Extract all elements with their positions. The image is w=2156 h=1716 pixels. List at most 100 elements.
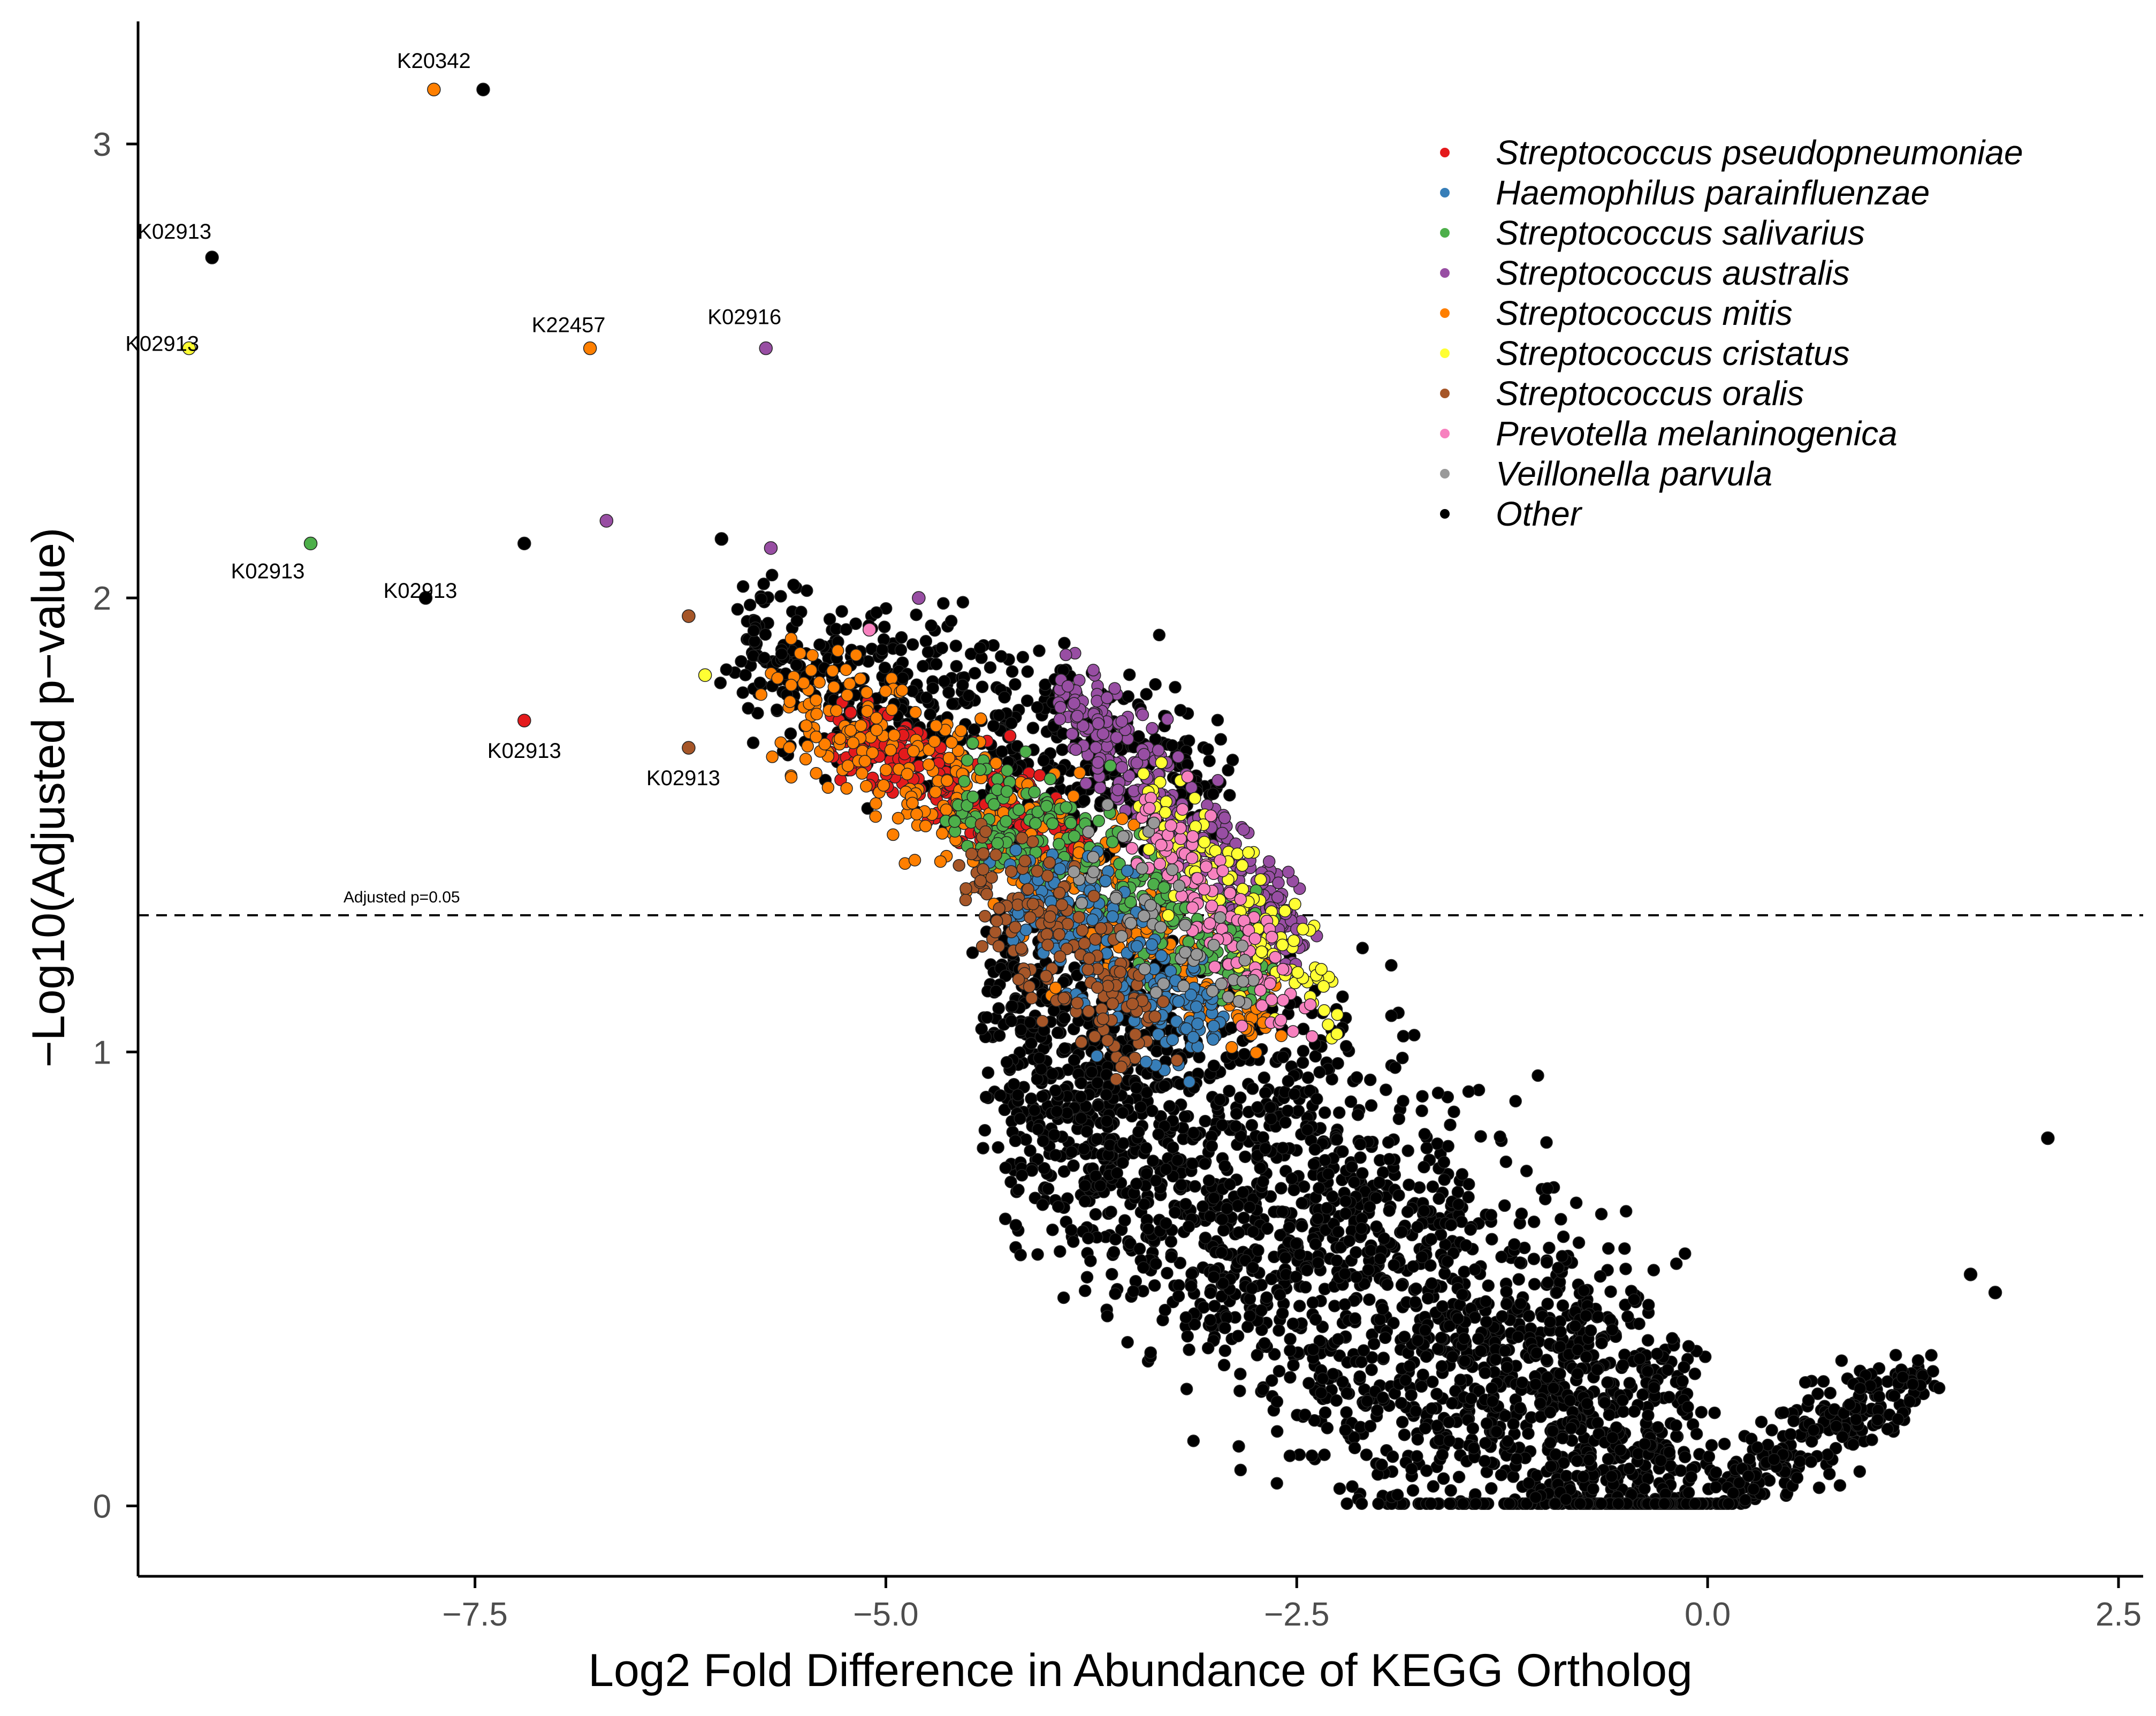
data-point: [1147, 1155, 1160, 1167]
data-point: [1037, 1134, 1050, 1148]
data-point: [1346, 1480, 1359, 1493]
data-point: [1456, 1288, 1469, 1301]
data-point: [1110, 1073, 1123, 1086]
data-point: [1385, 1009, 1398, 1022]
data-point: [1392, 1189, 1405, 1202]
data-point: [1292, 1104, 1305, 1118]
data-point: [1405, 1388, 1418, 1402]
data-point: [956, 596, 970, 609]
data-point: [1512, 1273, 1525, 1286]
data-point: [1339, 1424, 1352, 1437]
data-point: [1301, 1071, 1315, 1084]
data-point: [1127, 1285, 1140, 1298]
data-point: [1604, 1285, 1617, 1298]
data-point: [1568, 1319, 1582, 1333]
data-point: [806, 649, 819, 662]
data-point: [1099, 875, 1112, 887]
data-point: [1025, 1037, 1038, 1050]
data-point: [1410, 1404, 1422, 1418]
data-point: [801, 740, 814, 753]
data-point: [1203, 1210, 1217, 1223]
data-point: [1595, 1497, 1608, 1510]
data-point: [1553, 1367, 1566, 1380]
data-point: [1276, 1142, 1290, 1155]
data-point: [1009, 1134, 1022, 1148]
data-point: [1028, 786, 1041, 799]
data-point: [1436, 1300, 1449, 1313]
data-point: [1363, 1200, 1376, 1213]
data-point: [1169, 1206, 1182, 1219]
data-point: [1028, 1104, 1041, 1117]
data-point: [1565, 1422, 1578, 1435]
data-point: [1574, 1497, 1587, 1510]
data-point: [1529, 1491, 1542, 1504]
data-point: [1336, 1376, 1349, 1388]
data-point: [771, 703, 783, 716]
data-point: [1540, 1136, 1553, 1149]
data-point: [1130, 940, 1144, 953]
data-point: [1605, 1470, 1618, 1483]
data-point: [1245, 1282, 1259, 1295]
data-point: [1213, 1093, 1226, 1106]
data-point: [1237, 823, 1250, 836]
data-point: [1216, 1213, 1229, 1226]
data-point: [1236, 1186, 1250, 1199]
data-point: [1316, 1372, 1329, 1385]
data-point: [1182, 1220, 1195, 1233]
data-point: [998, 690, 1011, 704]
data-point: [1079, 777, 1093, 790]
data-point: [1621, 1310, 1634, 1323]
data-point: [1541, 1276, 1555, 1289]
data-point: [1116, 812, 1129, 825]
data-point: [1528, 1278, 1541, 1291]
data-point: [844, 706, 857, 719]
data-point: [1603, 1408, 1616, 1421]
data-point: [1824, 1386, 1837, 1400]
data-point: [1474, 1345, 1487, 1358]
data-point: [1165, 739, 1179, 752]
data-point: [1606, 1323, 1619, 1337]
data-point: [884, 743, 897, 757]
data-point: [1172, 1279, 1185, 1292]
data-point: [1091, 1050, 1103, 1062]
data-point: [1633, 1352, 1646, 1365]
data-point: [1398, 1330, 1411, 1343]
data-point: [973, 641, 987, 655]
data-point: [1094, 1179, 1107, 1193]
data-point: [1871, 1414, 1884, 1426]
data-point: [1065, 1224, 1078, 1236]
data-point: [1193, 1051, 1206, 1064]
data-point: [784, 632, 798, 645]
data-point: [1647, 1264, 1660, 1277]
data-point: [1896, 1371, 1909, 1384]
data-point: [1906, 1378, 1919, 1391]
data-point: [1823, 1468, 1836, 1480]
data-point: [1293, 1300, 1306, 1312]
data-point: [1340, 1497, 1353, 1510]
data-point: [1172, 1289, 1185, 1303]
data-point: [919, 819, 932, 833]
data-point: [1260, 1291, 1273, 1304]
data-point: [1636, 1388, 1649, 1401]
data-point: [1514, 1297, 1527, 1310]
data-point: [1037, 754, 1050, 767]
data-point: [1223, 788, 1236, 802]
data-point: [967, 723, 981, 736]
data-point: [1009, 678, 1022, 691]
data-point: [854, 672, 867, 686]
data-point: [1462, 1178, 1475, 1191]
data-point: [1420, 1464, 1433, 1477]
data-point: [979, 1090, 993, 1104]
data-point: [966, 946, 979, 959]
data-point: [1064, 817, 1077, 830]
data-point: [1272, 876, 1285, 890]
data-point: [1479, 1295, 1492, 1308]
data-point: [1238, 1047, 1251, 1061]
data-point: [1049, 1149, 1062, 1161]
data-point: [1670, 1257, 1683, 1270]
data-point: [850, 648, 863, 662]
data-point: [1058, 1042, 1071, 1055]
data-point: [1207, 1059, 1221, 1072]
data-point: [1081, 1232, 1095, 1244]
data-point: [991, 837, 1004, 850]
